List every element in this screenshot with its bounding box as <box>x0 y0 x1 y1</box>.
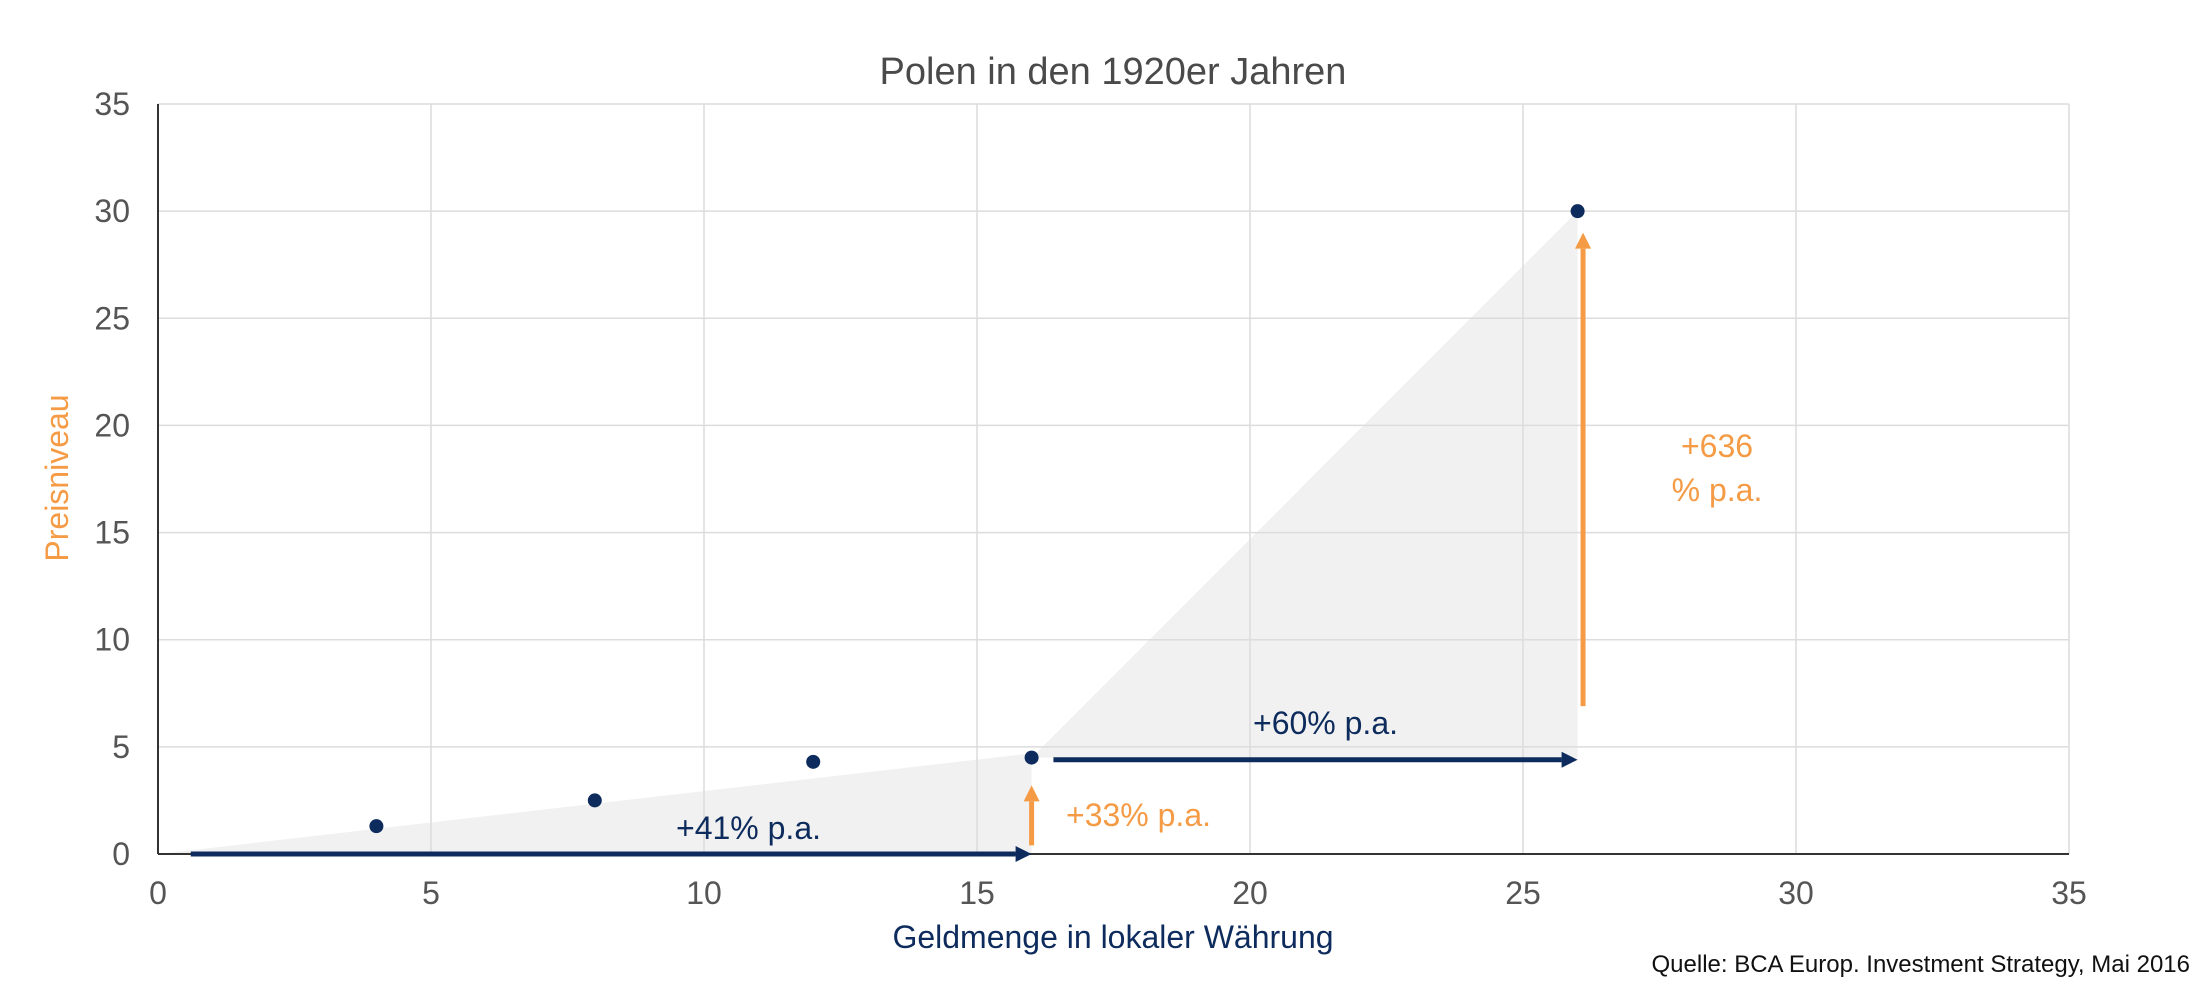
data-point-3 <box>806 754 821 769</box>
shaded-triangle-1 <box>158 753 1032 854</box>
arrow-money-growth-2 <box>1053 751 1578 768</box>
x-axis-label: Geldmenge in lokaler Währung <box>892 919 1333 955</box>
y-tick-label: 35 <box>94 86 130 122</box>
data-point-5 <box>1570 204 1585 219</box>
arrow-price-growth-2 <box>1575 232 1592 707</box>
shaded-triangle-2 <box>1031 211 1578 758</box>
label-line: +60% p.a. <box>1253 705 1398 741</box>
x-tick-label: 15 <box>959 875 995 911</box>
label-price-growth-1: +33% p.a. <box>1066 797 1211 833</box>
shaded-areas <box>158 211 1578 854</box>
label-line: +33% p.a. <box>1066 797 1211 833</box>
source-note: Quelle: BCA Europ. Investment Strategy, … <box>1652 951 2191 978</box>
x-tick-label: 10 <box>686 875 722 911</box>
data-point-4 <box>1024 750 1039 765</box>
x-tick-label: 30 <box>1778 875 1814 911</box>
data-point-2 <box>587 793 602 808</box>
y-tick-label: 10 <box>94 622 130 658</box>
gridlines <box>158 103 2070 854</box>
x-tick-label: 35 <box>2051 875 2087 911</box>
y-tick-label: 5 <box>112 729 130 765</box>
y-tick-label: 20 <box>94 407 130 443</box>
y-tick-label: 30 <box>94 193 130 229</box>
arrow-head <box>1023 785 1040 802</box>
label-line: +636 <box>1681 428 1753 464</box>
label-money-growth-1: +41% p.a. <box>676 810 821 846</box>
y-tick-label: 0 <box>112 836 130 872</box>
arrows <box>190 232 1592 862</box>
chart-title: Polen in den 1920er Jahren <box>880 51 1347 93</box>
label-line: % p.a. <box>1672 472 1763 508</box>
data-points <box>369 204 1585 834</box>
arrow-head <box>1575 232 1592 249</box>
labels: 0 5 10 15 20 25 30 35 0 5 10 15 20 25 30 35 Polen in den… <box>39 51 2190 978</box>
arrow-money-growth-1 <box>190 846 1032 862</box>
x-tick-label: 25 <box>1505 875 1541 911</box>
data-point-1 <box>369 819 384 834</box>
label-price-growth-2: +636 % p.a. <box>1672 428 1763 508</box>
arrow-head <box>1015 846 1032 862</box>
x-tick-label: 20 <box>1232 875 1268 911</box>
y-tick-label: 25 <box>94 300 130 336</box>
label-money-growth-2: +60% p.a. <box>1253 705 1398 741</box>
y-tick-label: 15 <box>94 515 130 551</box>
label-line: +41% p.a. <box>676 810 821 846</box>
y-axis-label: Preisniveau <box>39 394 75 561</box>
x-tick-label: 5 <box>422 875 440 911</box>
arrow-head <box>1561 751 1578 768</box>
arrow-price-growth-1 <box>1023 785 1040 846</box>
x-tick-label: 0 <box>149 875 167 911</box>
